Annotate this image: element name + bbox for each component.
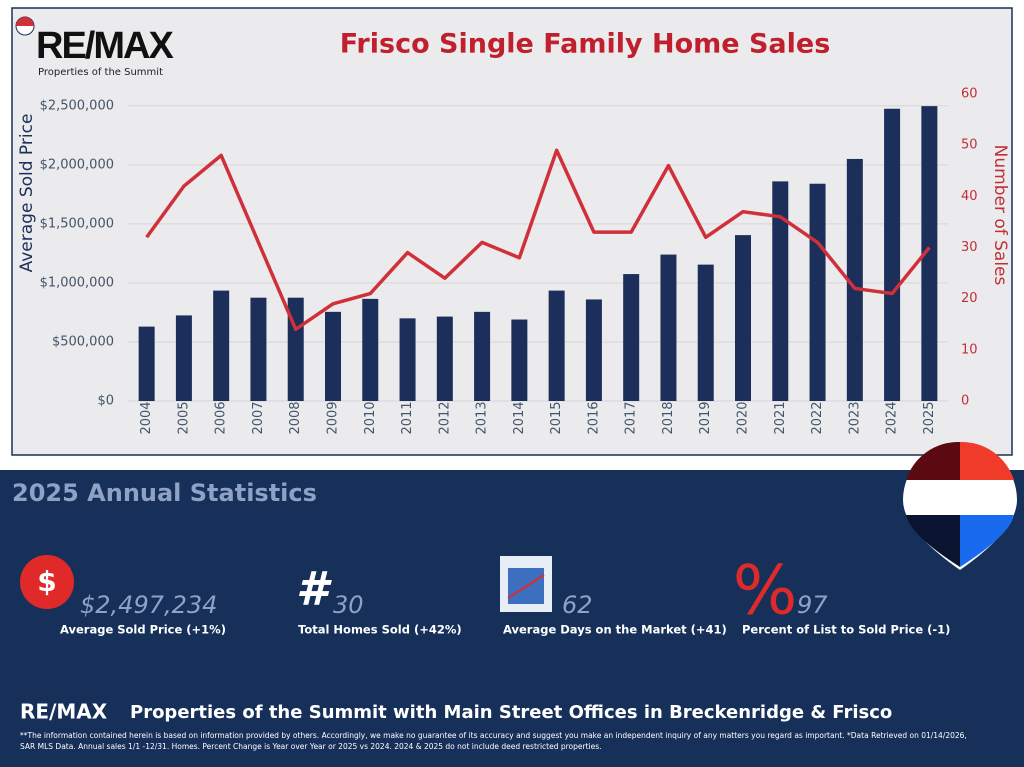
bar [735,235,751,401]
line [145,148,931,332]
bar [846,158,863,401]
stats-panel [0,470,1024,767]
x-tick-label: 2012 [437,401,452,434]
y-axis-title: Average Sold Price [17,114,37,273]
x-tick-label: 2010 [363,401,378,434]
y2-tick-label: 0 [961,394,969,409]
x-tick-label: 2025 [922,401,937,434]
x-tick-label: 2023 [847,401,862,434]
x-tick-label: 2020 [736,401,751,434]
x-tick-label: 2006 [214,401,229,434]
bar [809,183,826,401]
x-tick-label: 2017 [624,401,639,434]
y2-tick-label: 50 [961,138,978,153]
y-tick-label: $1,000,000 [40,275,114,290]
y2-tick-label: 60 [961,87,978,102]
x-tick-label: 2015 [549,401,564,434]
y2-tick-label: 10 [961,342,978,357]
x-tick-label: 2008 [288,401,303,434]
dollar-glyph: $ [37,565,56,598]
footer-note: SAR MLS Data. Annual sales 1/1 -12/31. H… [20,742,602,751]
y2-tick-label: 20 [961,291,978,306]
y-tick-label: $500,000 [52,334,114,349]
y-tick-label: $0 [97,394,114,409]
x-tick-label: 2018 [661,401,676,434]
y-tick-label: $2,500,000 [40,98,114,113]
x-tick-label: 2016 [586,401,601,434]
percent-icon: % [733,552,798,631]
hash-icon: # [296,562,332,616]
balloon-logo [903,441,1017,570]
bar [362,298,379,401]
y2-tick-label: 40 [961,189,978,204]
bar [436,316,453,401]
stat-value: 30 [333,591,364,619]
x-tick-label: 2004 [139,401,154,434]
bar [660,254,677,401]
x-tick-label: 2021 [773,401,788,434]
x-tick-label: 2011 [400,401,415,434]
x-tick-label: 2009 [326,401,341,434]
logo-balloon-top [16,17,34,26]
y-tick-label: $1,500,000 [40,216,114,231]
bar [511,319,528,401]
stat-value: 97 [797,591,828,619]
dollar-icon [20,555,74,609]
footer-brand: RE/MAX [20,700,108,724]
bar [585,299,602,401]
footer-note: **The information contained herein is ba… [20,731,967,740]
stat-label: Total Homes Sold (+42%) [298,623,462,637]
bar [474,311,491,401]
footer-text: Properties of the Summit with Main Stree… [130,702,892,723]
y2-tick-label: 30 [961,240,978,255]
y2-axis-title: Number of Sales [990,145,1010,286]
stats-title: 2025 Annual Statistics [12,479,317,507]
x-tick-label: 2022 [810,401,825,434]
stat-value: 62 [562,591,593,619]
x-tick-label: 2005 [176,401,191,434]
stat-label: Percent of List to Sold Price (-1) [742,623,950,637]
bar [921,106,938,402]
x-tick-label: 2013 [475,401,490,434]
bar [623,274,640,401]
logo-brand: RE/MAX [36,25,174,67]
bar [548,290,565,401]
bar [697,264,714,401]
bar [138,326,155,401]
bar [772,181,789,401]
bar [884,108,901,401]
stat-value: $2,497,234 [80,591,217,619]
x-tick-label: 2019 [698,401,713,434]
bar [399,318,416,401]
x-tick-label: 2014 [512,401,527,434]
calendar-icon [500,556,552,612]
logo-tagline: Properties of the Summit [38,67,163,78]
stat-label: Average Days on the Market (+41) [503,623,727,637]
bar [175,315,192,401]
stat-label: Average Sold Price (+1%) [60,623,226,637]
bar [213,290,230,401]
chart-title: Frisco Single Family Home Sales [340,29,831,60]
x-tick-label: 2007 [251,401,266,434]
bar [250,297,267,401]
x-tick-label: 2024 [885,401,900,434]
y-tick-label: $2,000,000 [40,157,114,172]
bar [325,311,341,401]
